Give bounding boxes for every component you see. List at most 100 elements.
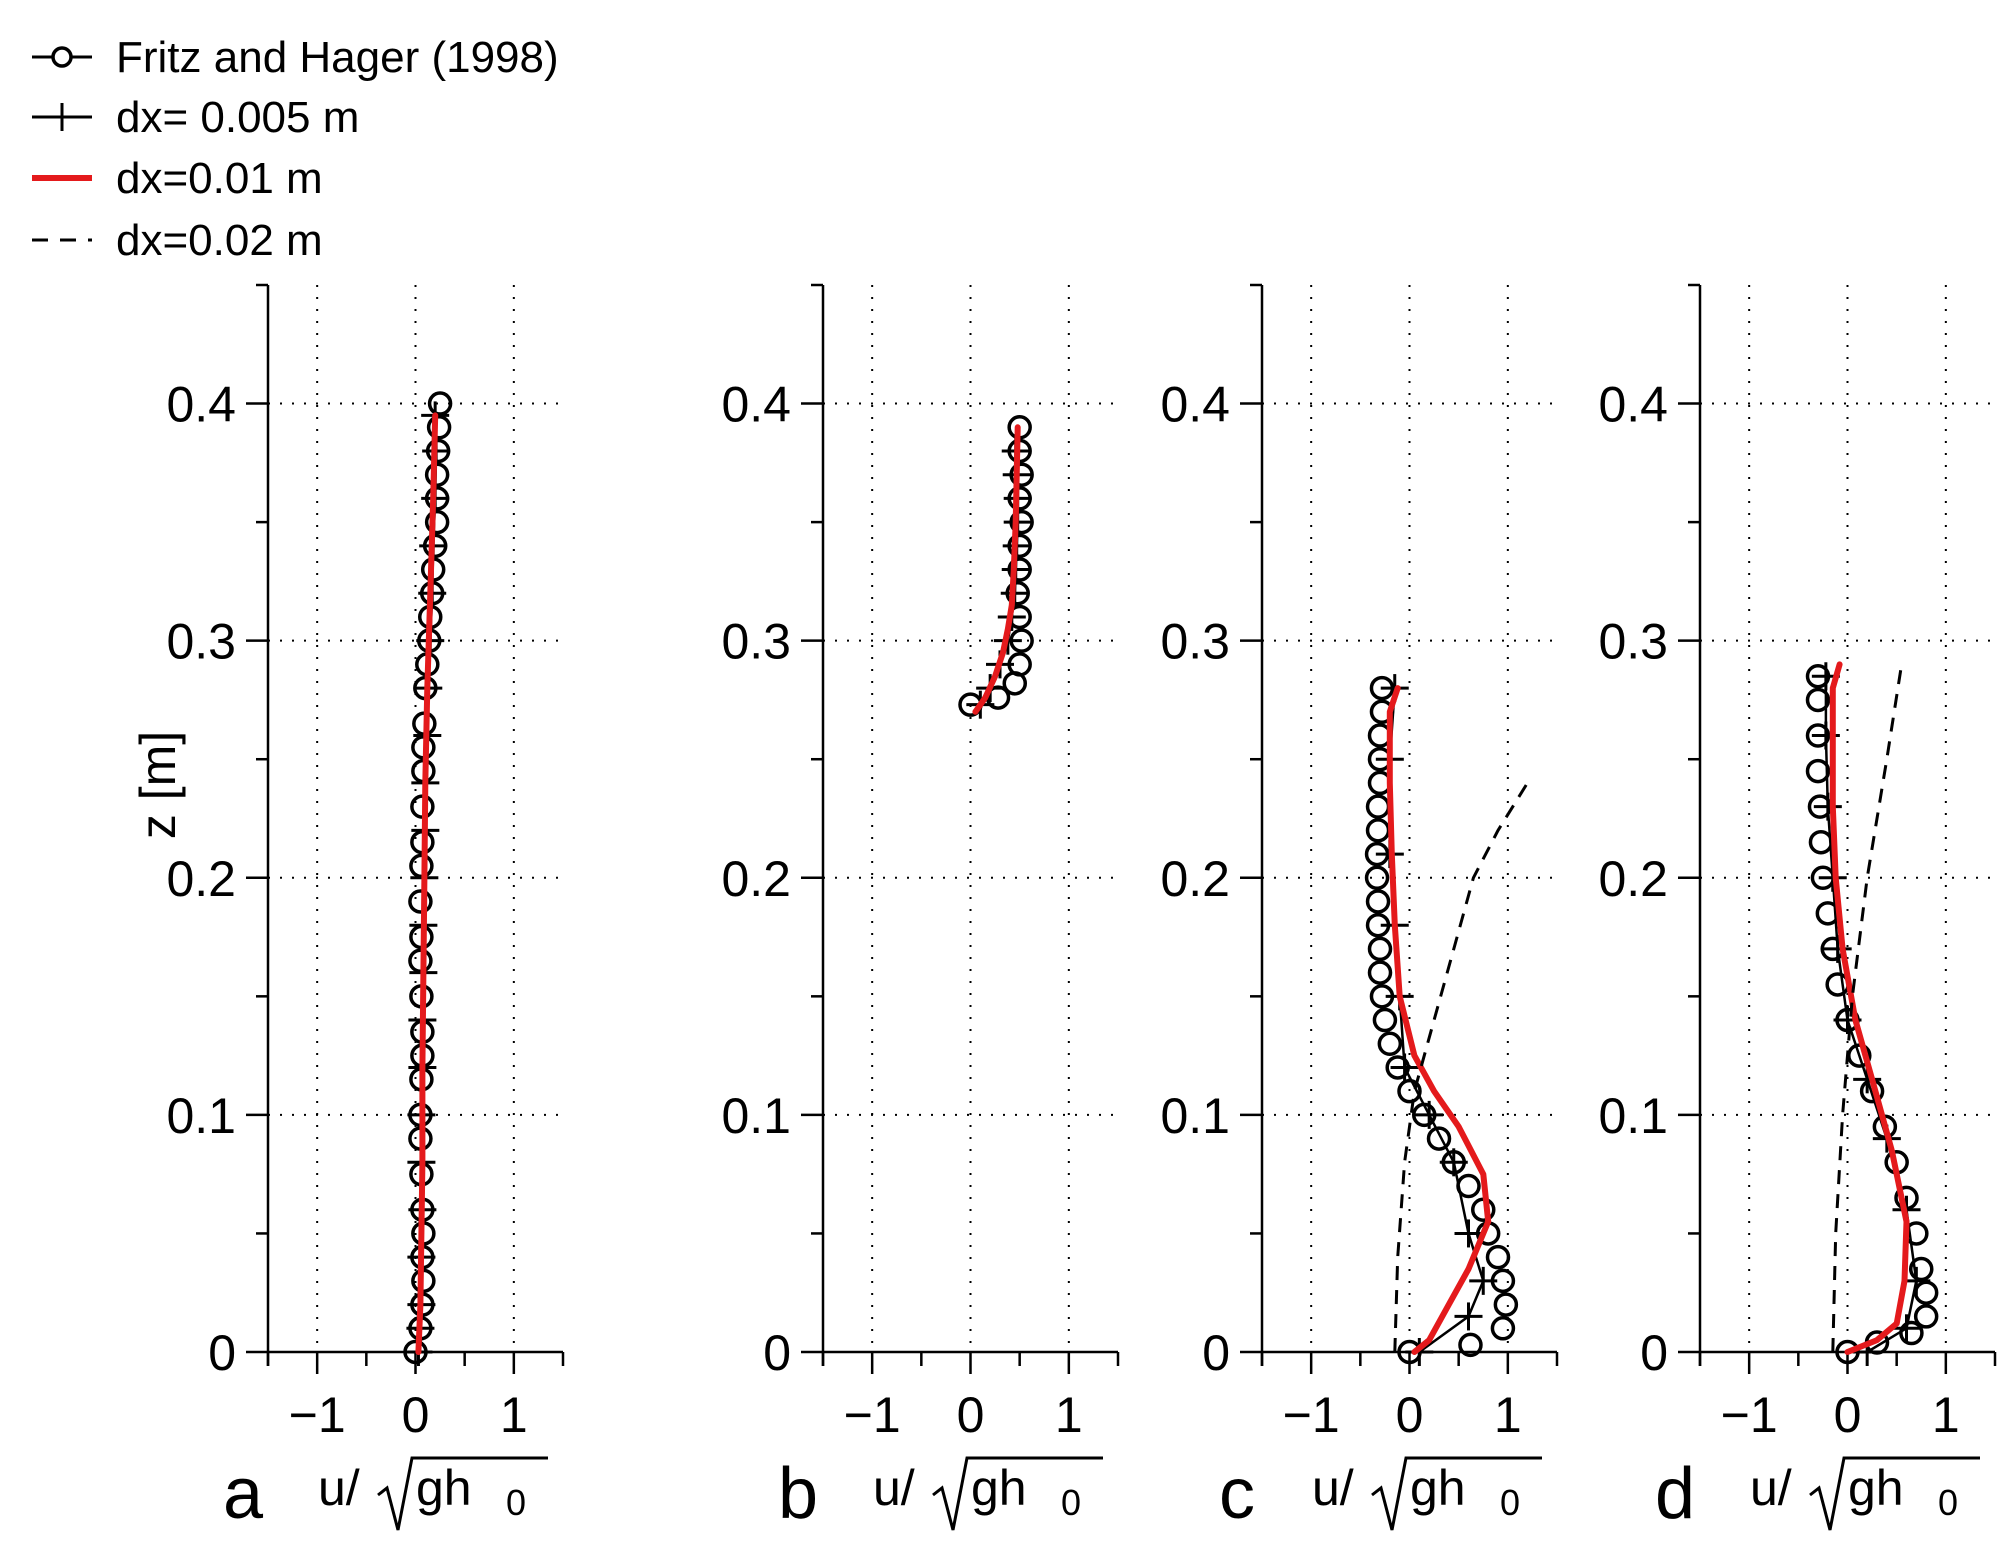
legend-entry: dx=0.01 m bbox=[32, 154, 323, 203]
x-axis-label-radicand: gh bbox=[416, 1460, 472, 1516]
x-axis-label-prefix: u/ bbox=[318, 1460, 360, 1516]
data-point-observed bbox=[1364, 865, 1390, 891]
x-tick-label: 0 bbox=[957, 1387, 985, 1443]
data-point-observed bbox=[424, 509, 450, 535]
y-tick-label: 0.4 bbox=[1160, 377, 1230, 433]
y-tick-label: 0.3 bbox=[166, 614, 236, 670]
x-tick-label: 0 bbox=[1834, 1387, 1862, 1443]
panel-b: 0 0.1 0.2 0.3 0.4 −1 0 1 b u/gh 0 bbox=[721, 283, 1120, 1534]
x-tick-label: −1 bbox=[289, 1387, 346, 1443]
data-point-observed bbox=[1485, 1244, 1511, 1270]
y-axis-label: z [m] bbox=[130, 731, 186, 839]
data-point-observed bbox=[408, 948, 433, 974]
series-line-dx002 bbox=[1393, 782, 1529, 1353]
data-point-observed bbox=[1365, 889, 1391, 914]
y-tick-label: 0.3 bbox=[1160, 614, 1230, 670]
x-tick-label: 0 bbox=[402, 1387, 430, 1443]
data-point-observed bbox=[1426, 1126, 1452, 1151]
series-line-dx001 bbox=[972, 424, 1021, 715]
x-axis-label-subscript: 0 bbox=[1500, 1482, 1520, 1523]
y-tick-label: 0.1 bbox=[1160, 1088, 1230, 1144]
x-tick-label: −1 bbox=[844, 1387, 901, 1443]
panel-label: c bbox=[1219, 1454, 1255, 1534]
x-axis-label-radicand: gh bbox=[1410, 1460, 1466, 1516]
legend-label: dx=0.01 m bbox=[116, 154, 323, 203]
x-axis-label-subscript: 0 bbox=[1061, 1482, 1081, 1523]
y-tick-label: 0.1 bbox=[166, 1088, 236, 1144]
x-axis-label-prefix: u/ bbox=[873, 1460, 915, 1516]
sqrt-sign bbox=[377, 1456, 548, 1531]
sqrt-sign bbox=[1371, 1456, 1542, 1531]
data-point-observed bbox=[1490, 1316, 1516, 1341]
data-point-observed bbox=[1913, 1280, 1939, 1305]
y-tick-label: 0 bbox=[208, 1325, 236, 1381]
y-tick-label: 0 bbox=[1640, 1325, 1668, 1381]
x-tick-label: −1 bbox=[1721, 1387, 1778, 1443]
data-point-observed bbox=[1458, 1332, 1483, 1358]
x-axis-label-radicand: gh bbox=[1848, 1460, 1904, 1516]
x-tick-label: 1 bbox=[500, 1387, 528, 1443]
y-tick-label: 0.2 bbox=[1160, 851, 1230, 907]
y-tick-label: 0.1 bbox=[721, 1088, 791, 1144]
legend-entry: dx= 0.005 m bbox=[32, 93, 359, 142]
legend: Fritz and Hager (1998) dx= 0.005 m dx=0.01… bbox=[32, 33, 559, 265]
panel-label: b bbox=[778, 1454, 818, 1534]
y-tick-label: 0 bbox=[1202, 1325, 1230, 1381]
data-point-observed bbox=[424, 462, 450, 487]
panel-d: 0 0.1 0.2 0.3 0.4 −1 0 1 d u/gh 0 bbox=[1598, 283, 1997, 1534]
data-point-observed bbox=[1365, 794, 1391, 819]
data-point-observed bbox=[1367, 960, 1393, 985]
data-point-observed bbox=[1805, 758, 1831, 784]
y-tick-label: 0.2 bbox=[721, 851, 791, 907]
x-axis-label-prefix: u/ bbox=[1312, 1460, 1354, 1516]
y-tick-label: 0.3 bbox=[721, 614, 791, 670]
y-tick-label: 0.4 bbox=[1598, 377, 1668, 433]
data-point-observed bbox=[1365, 818, 1391, 843]
legend-entry: Fritz and Hager (1998) bbox=[32, 33, 559, 82]
y-tick-label: 0.4 bbox=[721, 377, 791, 433]
x-tick-label: 1 bbox=[1494, 1387, 1522, 1443]
data-point-observed bbox=[409, 853, 434, 879]
sqrt-sign bbox=[932, 1456, 1103, 1531]
panel-label: a bbox=[223, 1454, 264, 1534]
sqrt-sign bbox=[1809, 1456, 1980, 1531]
legend-label: dx= 0.005 m bbox=[116, 93, 359, 142]
data-point-observed bbox=[408, 889, 433, 914]
panels: 0 0.1 0.2 0.3 0.4 −1 0 1 a u/gh 0 0 0.1 0.2 0.3 0.4 −1 0 1… bbox=[166, 283, 1997, 1534]
panel-a: 0 0.1 0.2 0.3 0.4 −1 0 1 a u/gh 0 bbox=[166, 283, 565, 1534]
series-line-dx001 bbox=[1386, 685, 1492, 1355]
y-tick-label: 0.4 bbox=[166, 377, 236, 433]
panel-label: d bbox=[1655, 1454, 1695, 1534]
y-tick-label: 0.2 bbox=[166, 851, 236, 907]
data-point-observed bbox=[1397, 1078, 1422, 1104]
data-point-observed bbox=[1372, 1007, 1398, 1033]
legend-entry: dx=0.02 m bbox=[32, 216, 323, 265]
data-point-observed bbox=[427, 391, 453, 416]
data-point-observed bbox=[1377, 1031, 1403, 1057]
x-tick-label: −1 bbox=[1283, 1387, 1340, 1443]
y-tick-label: 0.3 bbox=[1598, 614, 1668, 670]
data-point-observed bbox=[1367, 936, 1393, 962]
legend-label: dx=0.02 m bbox=[116, 216, 323, 265]
data-point-observed bbox=[1805, 687, 1831, 713]
x-axis-label-radicand: gh bbox=[971, 1460, 1027, 1516]
y-tick-label: 0.2 bbox=[1598, 851, 1668, 907]
y-tick-label: 0.1 bbox=[1598, 1088, 1668, 1144]
x-tick-label: 1 bbox=[1055, 1387, 1083, 1443]
x-axis-label-subscript: 0 bbox=[506, 1482, 526, 1523]
legend-label: Fritz and Hager (1998) bbox=[116, 33, 559, 82]
data-point-observed bbox=[1913, 1304, 1939, 1329]
data-point-observed bbox=[1808, 829, 1834, 855]
x-axis-label-prefix: u/ bbox=[1750, 1460, 1792, 1516]
series-line-dx001 bbox=[415, 412, 439, 1355]
x-tick-label: 1 bbox=[1932, 1387, 1960, 1443]
legend-circle-marker bbox=[51, 46, 73, 68]
y-tick-label: 0 bbox=[763, 1325, 791, 1381]
panel-c: 0 0.1 0.2 0.3 0.4 −1 0 1 c u/gh 0 bbox=[1160, 283, 1559, 1534]
x-axis-label-subscript: 0 bbox=[1938, 1482, 1958, 1523]
series-line-dx002 bbox=[1831, 664, 1904, 1353]
series-line-dx001 bbox=[1829, 661, 1910, 1355]
x-tick-label: 0 bbox=[1396, 1387, 1424, 1443]
data-point-observed bbox=[1493, 1292, 1519, 1317]
